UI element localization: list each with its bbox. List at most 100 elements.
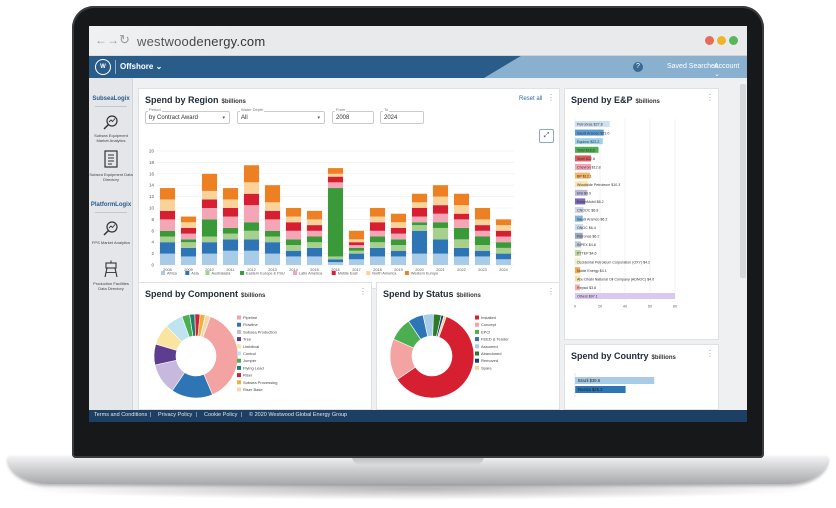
region-menu[interactable]: Offshore ⌄: [120, 62, 162, 71]
legend-label: Abandoned: [481, 351, 501, 356]
legend-label: Eastern Europe & FSU: [246, 272, 285, 276]
bar-segment: [348, 230, 365, 240]
bar-segment: [411, 216, 428, 223]
help-icon[interactable]: ?: [633, 62, 643, 72]
bar-segment: [495, 230, 512, 237]
bar-segment: [264, 242, 281, 254]
bar-segment: [495, 219, 512, 226]
bar-segment: [159, 210, 176, 220]
bar-segment: [222, 199, 239, 208]
x-tick-label: 80: [673, 305, 677, 309]
panel-unit: $billions: [241, 293, 266, 299]
to-label: To: [383, 107, 390, 112]
bar-segment: [264, 253, 281, 265]
legend-label: Riser: [243, 373, 253, 378]
account-label: Account: [714, 63, 740, 70]
scrollbar[interactable]: [740, 84, 746, 278]
bar-label: Petronas $6.2: [577, 235, 599, 239]
panel-unit: $billions: [221, 99, 246, 105]
legend-label: FEED & Tender: [481, 337, 509, 342]
bar-label: Chevron $12.8: [577, 166, 601, 170]
water-depth-select[interactable]: Water Depth All ▾: [237, 107, 325, 124]
bar-segment: [222, 250, 239, 265]
y-tick-label: 10: [149, 206, 155, 211]
bar-segment: [474, 250, 491, 257]
bar: [575, 172, 591, 179]
period-select[interactable]: Period by Contract Award ▾: [145, 107, 230, 124]
legend-label: Removed: [481, 358, 498, 363]
legend-label: Control: [243, 351, 256, 356]
bar-segment: [180, 239, 197, 243]
bar-segment: [201, 242, 218, 254]
westwood-logo[interactable]: W: [95, 59, 111, 75]
reset-all-link[interactable]: Reset all: [519, 96, 543, 102]
platform-icon: [104, 260, 118, 278]
x-tick-label: 2012: [247, 268, 255, 272]
legend-swatch: [237, 351, 241, 356]
x-tick-label: 0: [574, 305, 576, 309]
saved-searches-link[interactable]: Saved Searches: [667, 63, 719, 70]
legend-swatch: [161, 271, 165, 275]
bar-segment: [411, 193, 428, 203]
legend-label: Jumper: [243, 358, 257, 363]
back-icon[interactable]: ←: [95, 33, 107, 47]
bar-segment: [327, 182, 344, 189]
more-menu-icon[interactable]: ⋮: [547, 287, 555, 296]
minimize-dot[interactable]: [717, 36, 726, 45]
address-bar[interactable]: westwoodenergy.com: [137, 34, 266, 49]
bar-label: Repsol $3.8: [577, 286, 596, 290]
legend-label: Flowline: [243, 322, 258, 327]
more-menu-icon[interactable]: ⋮: [359, 287, 367, 296]
ep-horizontal-bar-chart: 0 20 40 60 80 Petrobras $27.8 Saudi Aramco $23…: [574, 119, 677, 309]
bar-label: Occidental Petroleum Corporation (OXY) $…: [577, 260, 650, 264]
sidebar-divider: [95, 106, 127, 107]
bar-segment: [453, 256, 470, 265]
bar-segment: [327, 256, 344, 260]
bar-segment: [180, 242, 197, 248]
legend-swatch: [237, 337, 241, 342]
donut-slice: [202, 316, 239, 396]
privacy-link[interactable]: Privacy Policy: [158, 412, 193, 418]
panel-unit: $billions: [456, 293, 481, 299]
bar-segment: [159, 219, 176, 231]
reload-icon[interactable]: ↻: [119, 32, 130, 47]
expand-icon[interactable]: ⤢: [539, 129, 554, 143]
bar-segment: [348, 250, 365, 254]
maximize-dot[interactable]: [729, 36, 738, 45]
cookie-link[interactable]: Cookie Policy: [204, 412, 238, 418]
x-tick-label: 2016: [331, 268, 339, 272]
more-menu-icon[interactable]: ⋮: [706, 93, 714, 102]
terms-link[interactable]: Terms and Conditions: [94, 412, 148, 418]
sidebar-item-fps-market-analytics[interactable]: FPS Market Analytics: [91, 240, 130, 245]
legend-label: Riser Base: [243, 387, 263, 392]
from-value: 2008: [336, 115, 350, 121]
x-tick-label: 20: [598, 305, 602, 309]
close-dot[interactable]: [705, 36, 714, 45]
from-year-input[interactable]: From 2008: [332, 107, 374, 124]
bar-segment: [369, 242, 386, 248]
legend-swatch: [237, 358, 241, 363]
bar-label: INPEX $4.8: [577, 243, 596, 247]
bar-segment: [453, 219, 470, 228]
bar-label: BP $12.1: [577, 174, 592, 178]
more-menu-icon[interactable]: ⋮: [706, 349, 714, 358]
bar: [575, 181, 588, 188]
bar-segment: [285, 250, 302, 257]
sidebar-item-subsea-data-directory[interactable]: Subsea Equipment Data Directory: [89, 172, 133, 182]
sidebar-item-subsea-market-analytics[interactable]: Subsea Equipment Market Analytics: [94, 133, 128, 143]
account-menu[interactable]: Account ⌄: [714, 63, 747, 78]
sidebar-item-production-facilities[interactable]: Production Facilities Data Directory: [93, 281, 129, 291]
bar-segment: [285, 239, 302, 246]
caret-down-icon: ▾: [317, 115, 320, 121]
bar-segment: [264, 202, 281, 211]
x-tick-label: 2020: [415, 268, 423, 272]
bar-segment: [390, 256, 407, 265]
to-year-input[interactable]: To 2024: [380, 107, 424, 124]
spend-by-ep-panel: Spend by E&P $billions ⋮ 0 20 40 60 80 Petrobr…: [564, 88, 719, 340]
bar-segment: [243, 205, 260, 223]
more-menu-icon[interactable]: ⋮: [547, 93, 555, 102]
bar-segment: [348, 253, 365, 260]
forward-icon[interactable]: →: [107, 33, 119, 47]
bar-label: ENI $9.9: [577, 192, 591, 196]
x-tick-label: 2018: [373, 268, 381, 272]
